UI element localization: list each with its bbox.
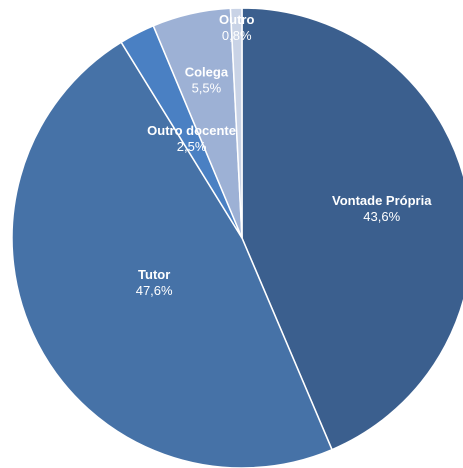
pie-slice [229,7,243,239]
slice-value: 2,5% [177,139,207,154]
slice-label: Tutor [138,267,170,282]
slice-value: 0,8% [222,28,252,43]
slice-label: Outro docente [147,123,236,138]
slice-label: Outro [219,12,254,27]
slice-label: Colega [185,64,229,79]
slice-value: 43,6% [363,209,400,224]
pie-slice [241,7,463,451]
slice-value: 5,5% [192,80,222,95]
slice-value: 47,6% [136,283,173,298]
slice-label: Vontade Própria [332,193,432,208]
